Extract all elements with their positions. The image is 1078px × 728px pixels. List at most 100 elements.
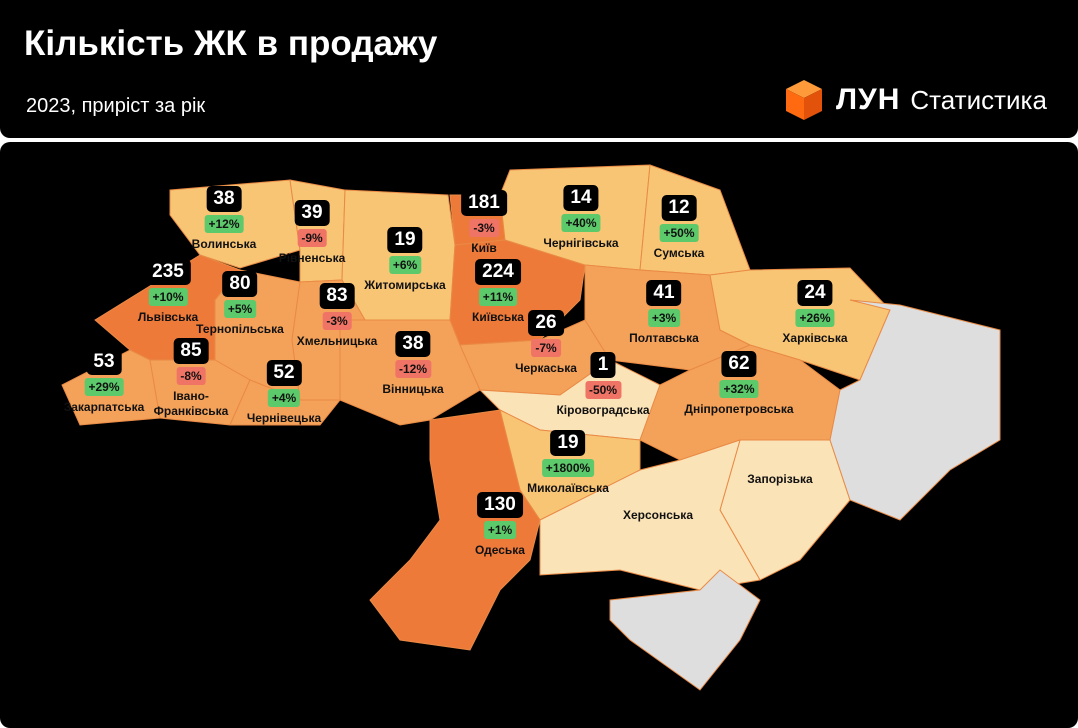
region-count: 85 [173, 338, 209, 364]
crimea-region [609, 569, 761, 691]
region-change-badge: -7% [531, 339, 561, 357]
region-name: Львівська [137, 310, 199, 324]
region-count: 38 [206, 186, 242, 212]
region-count: 181 [461, 190, 507, 216]
region-name: Чернігівська [543, 236, 619, 250]
logo-word: ЛУН [836, 83, 901, 116]
region-name: Рівненська [278, 251, 346, 265]
region-count: 24 [797, 280, 833, 306]
region-name: Кіровоградська [556, 403, 650, 417]
region-change-badge: -8% [176, 367, 206, 385]
region-count: 130 [477, 492, 523, 518]
page-title: Кількість ЖК в продажу [24, 24, 438, 63]
cube-logo-icon [786, 80, 822, 120]
region-label: 130 +1% Одеська [475, 492, 525, 558]
region-label: 80 +5% Тернопільська [196, 271, 284, 337]
region-name: Вінницька [382, 382, 444, 396]
region-change-badge: +4% [267, 389, 301, 407]
region-label: 26 -7% Черкаська [515, 310, 577, 376]
region-label: 41 +3% Полтавська [629, 280, 699, 346]
region-name: Одеська [475, 543, 525, 557]
region-label: 85 -8% Івано- Франківська [153, 338, 229, 419]
region-label: 1 -50% Кіровоградська [556, 352, 650, 418]
region-count: 235 [145, 259, 191, 285]
occupied-east-region [829, 299, 1001, 521]
region-change-badge: +6% [388, 256, 422, 274]
region-change-badge: +5% [223, 300, 257, 318]
region-count: 1 [590, 352, 616, 378]
region-label: 19 +6% Житомирська [364, 227, 446, 293]
region-count: 26 [528, 310, 564, 336]
region-change-badge: -3% [322, 312, 352, 330]
region-count: 52 [266, 360, 302, 386]
logo-product: Статистика [910, 84, 1047, 115]
region-count: 53 [86, 349, 122, 375]
region-label: 38 +12% Волинська [191, 186, 257, 252]
region-label: Запорізька [747, 468, 812, 487]
region-change-badge: +32% [719, 380, 759, 398]
region-name: Херсонська [623, 508, 693, 522]
region-change-badge: +29% [84, 378, 124, 396]
region-name: Житомирська [364, 278, 446, 292]
region-name: Дніпропетровська [684, 402, 794, 416]
region-name: Тернопільська [196, 322, 284, 336]
region-name: Черкаська [515, 361, 577, 375]
region-label: 52 +4% Чернівецька [247, 360, 321, 426]
region-change-badge: +1800% [541, 459, 595, 477]
region-label: 224 +11% Київська [472, 259, 524, 325]
region-label: 38 -12% Вінницька [382, 331, 444, 397]
region-change-badge: -12% [394, 360, 431, 378]
region-change-badge: +50% [659, 224, 699, 242]
lun-logo: ЛУН Статистика [784, 78, 1047, 122]
region-name: Хмельницька [296, 334, 378, 348]
region-shape [539, 439, 761, 591]
region-label: 39 -9% Рівненська [278, 200, 346, 266]
region-count: 41 [646, 280, 682, 306]
region-name: Харківська [782, 331, 848, 345]
region-label: 14 +40% Чернігівська [543, 185, 619, 251]
region-label: 53 +29% Закарпатська [63, 349, 145, 415]
region-change-badge: +10% [148, 288, 188, 306]
region-change-badge: -9% [297, 229, 327, 247]
page-subtitle: 2023, приріст за рік [26, 95, 206, 117]
region-change-badge: +40% [561, 214, 601, 232]
region-count: 80 [222, 271, 258, 297]
region-count: 19 [550, 430, 586, 456]
region-count: 12 [661, 195, 697, 221]
region-count: 19 [387, 227, 423, 253]
region-count: 224 [475, 259, 521, 285]
region-name: Івано- Франківська [153, 389, 229, 418]
region-name: Київська [472, 310, 524, 324]
region-count: 39 [294, 200, 330, 226]
region-name: Запорізька [747, 472, 813, 486]
region-label: 83 -3% Хмельницька [296, 283, 378, 349]
region-name: Миколаївська [527, 481, 609, 495]
region-label: 19 +1800% Миколаївська [527, 430, 609, 496]
region-change-badge: -3% [469, 219, 499, 237]
region-change-badge: +26% [795, 309, 835, 327]
region-label: 235 +10% Львівська [138, 259, 198, 325]
region-change-badge: +1% [483, 521, 517, 539]
region-change-badge: +3% [647, 309, 681, 327]
region-name: Сумська [653, 246, 705, 260]
region-change-badge: -50% [584, 381, 621, 399]
region-name: Чернівецька [246, 411, 322, 425]
region-count: 14 [563, 185, 599, 211]
region-label: 24 +26% Харківська [782, 280, 848, 346]
region-count: 83 [319, 283, 355, 309]
region-count: 62 [721, 351, 757, 377]
region-label: 62 +32% Дніпропетровська [684, 351, 794, 417]
region-shape [369, 409, 541, 651]
region-label: 12 +50% Сумська [653, 195, 705, 261]
region-name: Полтавська [629, 331, 699, 345]
region-count: 38 [395, 331, 431, 357]
region-change-badge: +11% [478, 288, 518, 306]
region-name: Волинська [191, 237, 257, 251]
header: Кількість ЖК в продажу 2023, приріст за … [0, 0, 1078, 138]
region-change-badge: +12% [204, 215, 244, 233]
map-panel: 38 +12% Волинська 39 -9% Рівненська 19 +6% Житом… [0, 142, 1078, 728]
region-name: Закарпатська [63, 400, 145, 414]
region-label: 181 -3% Київ [461, 190, 507, 256]
region-label: Херсонська [623, 504, 693, 523]
region-name: Київ [471, 241, 497, 255]
